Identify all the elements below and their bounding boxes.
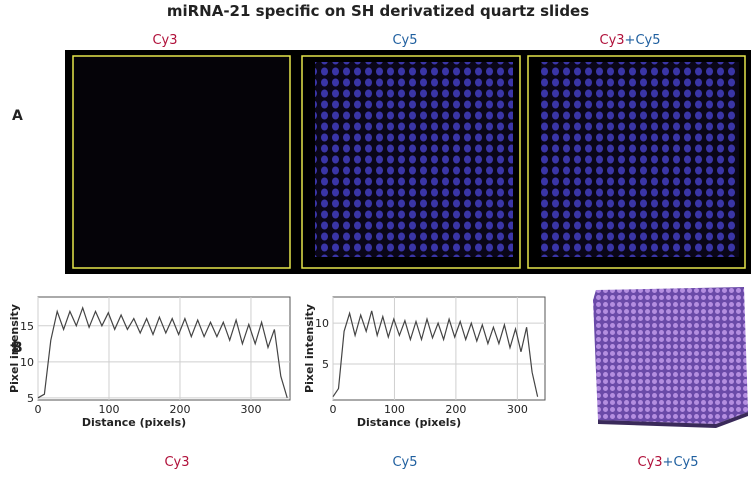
x-tick-label: 0 (330, 403, 337, 416)
x-tick-label: 300 (507, 403, 528, 416)
label: Cy5 (392, 33, 417, 48)
profile-line (37, 305, 288, 399)
label-part: Cy3 (600, 33, 625, 48)
profile-line (332, 310, 539, 398)
figure-title: miRNA-21 specific on SH derivatized quar… (167, 2, 589, 20)
label: Cy5 (392, 455, 417, 470)
y-axis-label: Pixel intensity (8, 304, 21, 393)
label-part: +Cy5 (663, 455, 699, 470)
x-tick-label: 100 (98, 403, 119, 416)
label: Cy3+Cy5 (638, 455, 699, 470)
panel-label: B (12, 340, 23, 356)
label-part: +Cy5 (625, 33, 661, 48)
x-tick-label: 0 (35, 403, 42, 416)
y-tick-label: 10 (315, 317, 329, 330)
label-part: Cy3 (638, 455, 663, 470)
x-tick-label: 200 (445, 403, 466, 416)
label: Cy3 (152, 33, 177, 48)
y-tick-label: 10 (20, 356, 34, 369)
y-tick-label: 5 (322, 358, 329, 371)
x-tick-label: 300 (240, 403, 261, 416)
label: Cy3+Cy5 (600, 33, 661, 48)
y-tick-label: 15 (20, 320, 34, 333)
x-tick-label: 100 (384, 403, 405, 416)
x-tick-label: 200 (169, 403, 190, 416)
image-merge (541, 62, 739, 257)
surface-plot (593, 287, 748, 424)
image-cy3 (72, 55, 291, 269)
image-cy5 (315, 62, 513, 257)
plot-area (332, 296, 546, 401)
x-axis-label: Distance (pixels) (357, 416, 461, 429)
label: Cy3 (164, 455, 189, 470)
y-tick-label: 5 (27, 392, 34, 405)
y-axis-label: Pixel intensity (303, 304, 316, 393)
x-axis-label: Distance (pixels) (82, 416, 186, 429)
surface-base (598, 412, 748, 428)
plot-area (37, 296, 291, 401)
panel-label: A (12, 108, 23, 124)
